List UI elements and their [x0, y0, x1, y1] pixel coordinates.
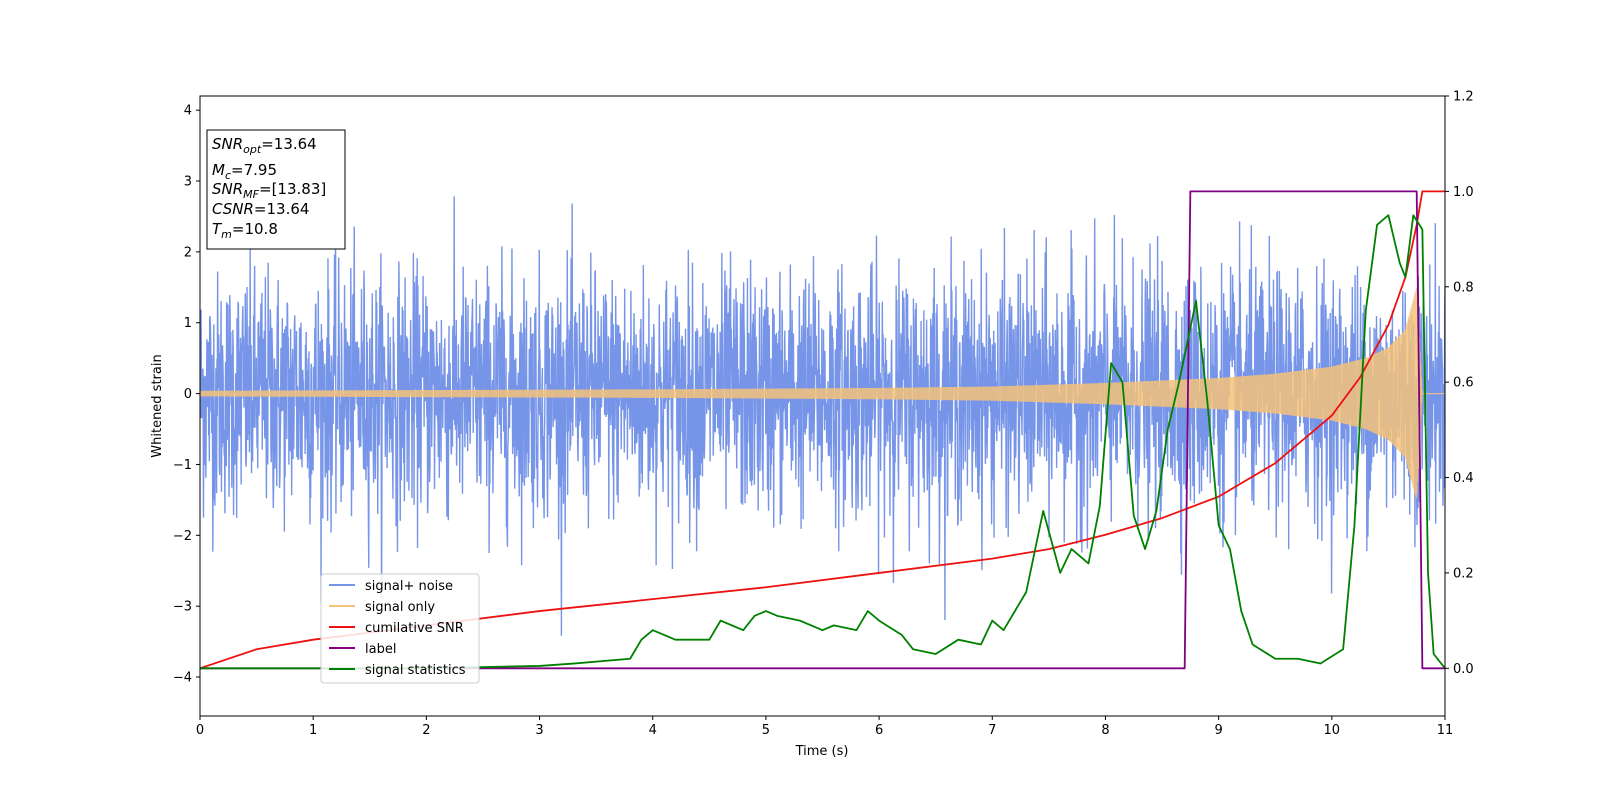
x-axis: 0 1 2 3 4 5 6 7 8 9 10 11	[196, 716, 1453, 738]
annotation-line: SNRopt=13.64	[212, 135, 317, 156]
annotation-line: CSNR=13.64	[212, 200, 309, 218]
legend-item-cumilative-snr: cumilative SNR	[329, 621, 464, 636]
y2-tick-label: 0.8	[1453, 280, 1474, 295]
x-tick-label: 2	[422, 723, 430, 738]
x-tick-label: 8	[1101, 723, 1109, 738]
y-axis-right: 0.0 0.2 0.4 0.6 0.8 1.0 1.2	[1445, 90, 1474, 677]
annotation-line: SNRMF=[13.83]	[212, 180, 326, 201]
y-tick-label: 3	[184, 175, 192, 190]
series-signal-statistics-line	[200, 214, 1445, 670]
x-tick-label: 5	[762, 723, 770, 738]
legend: signal+ noise signal only cumilative SNR la…	[320, 573, 480, 684]
legend-label: cumilative SNR	[365, 621, 464, 636]
legend-label: signal+ noise	[365, 579, 453, 594]
y2-tick-label: 0.4	[1453, 471, 1474, 486]
annotation-line: Tm=10.8	[212, 220, 278, 241]
y-tick-label: −1	[173, 458, 192, 473]
legend-item-signal-only: signal only	[329, 600, 435, 615]
y2-tick-label: 0.2	[1453, 566, 1474, 581]
annotation-box: SNRopt=13.64 Mc=7.95SNRMF=[13.83]CSNR=13.…	[206, 129, 346, 250]
legend-label: signal only	[365, 600, 435, 615]
legend-item-signal-noise: signal+ noise	[329, 579, 453, 594]
x-tick-label: 9	[1214, 723, 1222, 738]
y2-tick-label: 1.0	[1453, 185, 1474, 200]
y-axis-left: −4 −3 −2 −1 0 1 2 3 4	[173, 104, 200, 686]
y-tick-label: −2	[173, 529, 192, 544]
legend-label: label	[365, 642, 396, 657]
y-axis-label: Whitened strain	[150, 354, 165, 457]
legend-label: signal statistics	[365, 663, 466, 678]
legend-item-signal-statistics: signal statistics	[329, 663, 466, 678]
y-tick-label: 1	[184, 316, 192, 331]
legend-item-label: label	[329, 642, 396, 657]
x-tick-label: 10	[1324, 723, 1341, 738]
y-tick-label: −3	[173, 600, 192, 615]
y-tick-label: 2	[184, 245, 192, 260]
x-tick-label: 1	[309, 723, 317, 738]
x-axis-label: Time (s)	[795, 744, 849, 759]
x-tick-label: 6	[875, 723, 883, 738]
series-signal-only-line	[200, 287, 1445, 499]
y-tick-label: 4	[184, 104, 192, 119]
x-tick-label: 4	[649, 723, 657, 738]
series-signal-noise-line	[200, 196, 1445, 636]
y2-tick-label: 0.0	[1453, 662, 1474, 677]
plot-frame	[199, 95, 1446, 717]
x-tick-label: 7	[988, 723, 996, 738]
x-tick-label: 0	[196, 723, 204, 738]
y-tick-label: −4	[173, 671, 192, 686]
legend-frame	[320, 573, 480, 684]
y2-tick-label: 0.6	[1453, 376, 1474, 391]
annotation-line: Mc=7.95	[212, 161, 277, 182]
series-label-line	[200, 190, 1445, 670]
y2-tick-label: 1.2	[1453, 90, 1474, 105]
y-tick-label: 0	[184, 387, 192, 402]
x-tick-label: 11	[1437, 723, 1454, 738]
annotation-frame	[206, 129, 346, 250]
x-tick-label: 3	[535, 723, 543, 738]
